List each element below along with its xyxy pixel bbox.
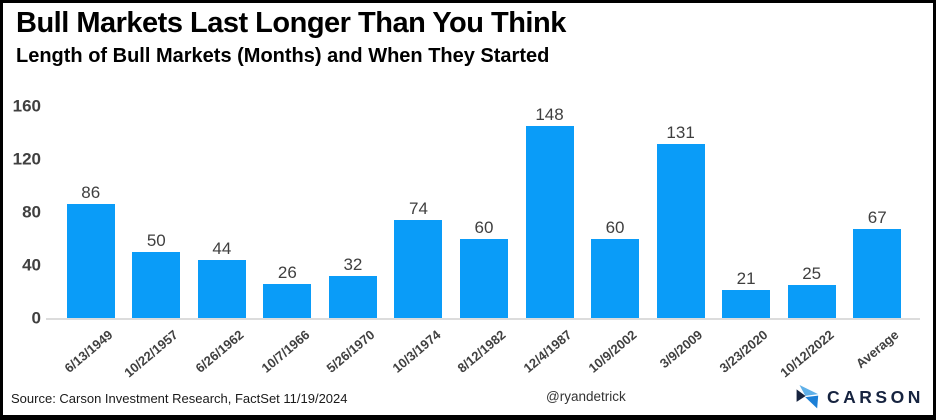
bar-value-label: 74 xyxy=(408,198,428,218)
x-tick-label: Average xyxy=(853,327,902,372)
x-tick-label: 10/7/1966 xyxy=(258,327,313,376)
bar xyxy=(591,238,640,318)
bar xyxy=(328,275,377,318)
bar xyxy=(787,284,836,318)
plot-area: 86 6/13/1949 50 10/22/1957 44 6/26/1962 26 10/7… xyxy=(58,105,910,381)
y-tick-label: 40 xyxy=(22,255,41,275)
x-tick-label: 8/12/1982 xyxy=(454,327,509,376)
bar-column: 21 3/23/2020 xyxy=(713,106,779,375)
bar-value-label: 25 xyxy=(802,263,822,283)
bar-column: 60 10/9/2002 xyxy=(582,106,648,376)
bar xyxy=(66,204,115,318)
bar xyxy=(459,238,508,318)
x-tick-label: 3/23/2020 xyxy=(716,327,771,376)
author-handle: @ryandetrick xyxy=(546,389,626,404)
y-tick-label: 120 xyxy=(12,149,41,169)
bar-column: 32 5/26/1970 xyxy=(320,106,386,376)
bar-column: 60 8/12/1982 xyxy=(451,106,517,376)
x-tick-label: 3/9/2009 xyxy=(656,327,706,372)
x-tick-label: 10/12/2022 xyxy=(776,327,837,381)
bar-column: 131 3/9/2009 xyxy=(648,106,714,371)
bar-value-label: 86 xyxy=(81,183,101,203)
bar xyxy=(722,290,771,318)
bar xyxy=(132,251,181,318)
y-tick-label: 80 xyxy=(22,202,41,222)
y-tick-label: 160 xyxy=(12,96,41,116)
bar-value-label: 26 xyxy=(277,262,297,282)
bar xyxy=(656,144,705,318)
bar-value-label: 67 xyxy=(867,208,887,228)
bar-value-label: 21 xyxy=(736,269,756,289)
bar-value-label: 60 xyxy=(474,217,494,237)
x-axis-line xyxy=(46,318,920,320)
bar-column: 50 10/22/1957 xyxy=(121,106,190,381)
carson-logo: CARSON xyxy=(795,384,924,411)
x-tick-label: 6/26/1962 xyxy=(192,327,247,376)
y-tick-label: 0 xyxy=(31,308,41,328)
chart-subtitle: Length of Bull Markets (Months) and When… xyxy=(16,45,550,67)
bar-column: 25 10/12/2022 xyxy=(777,106,845,380)
bar xyxy=(394,219,443,318)
x-tick-label: 5/26/1970 xyxy=(323,327,378,376)
bar-column: 74 10/3/1974 xyxy=(386,106,452,376)
x-tick-label: 10/9/2002 xyxy=(585,327,640,376)
bar-column: 86 6/13/1949 xyxy=(58,106,124,376)
bar xyxy=(853,229,902,318)
bar-column: 44 6/26/1962 xyxy=(189,106,255,376)
carson-logo-text: CARSON xyxy=(827,386,924,407)
bar xyxy=(263,283,312,318)
source-note: Source: Carson Investment Research, Fact… xyxy=(11,391,348,406)
bar-column: 26 10/7/1966 xyxy=(255,106,321,376)
bar xyxy=(525,126,574,318)
bar-value-label: 32 xyxy=(343,254,363,274)
x-tick-label: 10/3/1974 xyxy=(389,327,444,376)
bar-value-label: 131 xyxy=(666,123,695,143)
bar-column: 148 12/4/1987 xyxy=(517,105,583,376)
bar-column: 67 Average xyxy=(844,106,910,371)
bar-value-label: 60 xyxy=(605,217,625,237)
bar xyxy=(197,259,246,318)
x-tick-label: 10/22/1957 xyxy=(121,327,181,381)
bar-value-label: 50 xyxy=(146,230,166,250)
carson-logo-icon xyxy=(796,385,819,409)
bar-value-label: 44 xyxy=(212,238,232,258)
chart-title: Bull Markets Last Longer Than You Think xyxy=(16,7,566,39)
x-tick-label: 12/4/1987 xyxy=(520,327,575,376)
bar-value-label: 148 xyxy=(535,105,564,124)
x-tick-label: 6/13/1949 xyxy=(61,327,116,376)
